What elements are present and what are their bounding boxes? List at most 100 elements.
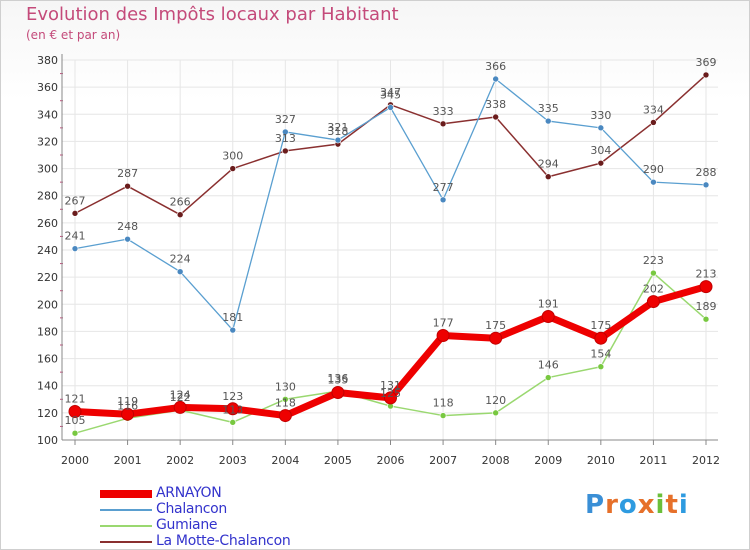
data-point (597, 363, 605, 371)
data-label: 125 (380, 387, 401, 400)
data-label: 175 (485, 319, 506, 332)
data-label: 177 (433, 317, 454, 330)
data-point (176, 211, 184, 219)
x-tick-label: 2006 (377, 454, 405, 467)
y-tick-label: 380 (37, 54, 58, 67)
data-label: 294 (538, 158, 559, 171)
data-label: 333 (433, 105, 454, 118)
x-tick-label: 2008 (482, 454, 510, 467)
data-point (594, 331, 608, 345)
data-label: 120 (485, 394, 506, 407)
data-point (439, 412, 447, 419)
data-label: 288 (696, 166, 717, 179)
data-point (384, 391, 397, 405)
data-point (229, 326, 237, 334)
y-tick-label: 300 (37, 163, 58, 176)
data-point (226, 402, 240, 416)
logo-letter: i (655, 490, 666, 520)
data-label: 313 (275, 132, 296, 145)
legend-swatch (100, 525, 152, 527)
x-tick-label: 2002 (166, 454, 194, 467)
data-point (282, 147, 289, 155)
data-point (597, 159, 605, 167)
data-point (278, 409, 292, 423)
data-label: 175 (590, 319, 611, 332)
data-point (439, 196, 447, 204)
x-tick-label: 2009 (534, 454, 562, 467)
data-point (544, 173, 552, 181)
data-point (71, 245, 79, 252)
data-label: 191 (538, 298, 559, 311)
y-tick-label: 320 (37, 135, 58, 148)
data-point (331, 386, 345, 399)
data-point (124, 182, 131, 190)
data-label: 267 (65, 194, 86, 207)
data-label: 304 (590, 144, 611, 157)
data-point (492, 75, 499, 83)
x-tick-label: 2003 (219, 454, 247, 467)
y-tick-label: 200 (37, 298, 58, 311)
x-tick-label: 2011 (639, 454, 667, 467)
y-tick-label: 180 (37, 325, 58, 338)
data-point (436, 329, 450, 342)
data-point (124, 235, 131, 243)
y-tick-label: 120 (37, 407, 58, 420)
logo-letter: P (585, 490, 606, 520)
data-point (121, 407, 135, 421)
data-label: 223 (643, 254, 664, 267)
y-tick-label: 140 (37, 380, 58, 393)
logo-letter: r (605, 490, 619, 520)
legend-label: Chalancon (156, 501, 228, 517)
chart-subtitle: (en € et par an) (26, 28, 121, 42)
x-tick-label: 2005 (324, 454, 352, 467)
data-point (544, 374, 552, 381)
data-label: 335 (538, 102, 559, 115)
data-point (650, 269, 657, 277)
data-point (282, 395, 289, 403)
data-label: 116 (117, 399, 138, 412)
data-label: 124 (170, 388, 191, 401)
data-label: 334 (643, 103, 664, 116)
data-point (173, 400, 187, 414)
legend-swatch (100, 541, 152, 543)
data-label: 181 (222, 311, 243, 324)
legend-swatch (100, 509, 152, 511)
x-tick-label: 2000 (61, 454, 89, 467)
data-point (229, 165, 237, 172)
x-tick-label: 2004 (271, 454, 299, 467)
data-label: 300 (222, 150, 243, 163)
y-tick-label: 340 (37, 108, 58, 121)
data-point (71, 429, 79, 437)
data-point (597, 124, 605, 132)
data-label: 287 (117, 167, 138, 180)
data-label: 118 (433, 397, 454, 410)
data-point (702, 315, 710, 323)
chart-title: Evolution des Impôts locaux par Habitant (26, 4, 399, 25)
legend-label: Gumiane (156, 517, 218, 533)
data-label: 189 (696, 300, 717, 313)
data-point (334, 136, 342, 144)
data-point (699, 280, 713, 294)
data-label: 123 (222, 390, 243, 403)
y-tick-label: 260 (37, 217, 58, 230)
data-point (541, 310, 555, 323)
x-tick-label: 2007 (429, 454, 457, 467)
data-point (282, 128, 289, 136)
data-label: 135 (327, 374, 348, 387)
data-point (492, 113, 499, 121)
data-label: 366 (485, 60, 506, 73)
data-label: 224 (170, 253, 191, 266)
data-label: 130 (275, 380, 296, 393)
logo-letter: i (678, 490, 689, 520)
legend-swatch (100, 490, 152, 498)
logo-letter: x (637, 490, 656, 520)
data-point (650, 178, 657, 186)
x-tick-label: 2012 (692, 454, 720, 467)
data-label: 318 (327, 125, 348, 138)
data-point (229, 419, 237, 426)
legend-label: ARNAYON (156, 485, 222, 501)
data-label: 154 (590, 348, 611, 361)
data-label: 131 (380, 379, 401, 392)
data-label: 136 (327, 372, 348, 385)
